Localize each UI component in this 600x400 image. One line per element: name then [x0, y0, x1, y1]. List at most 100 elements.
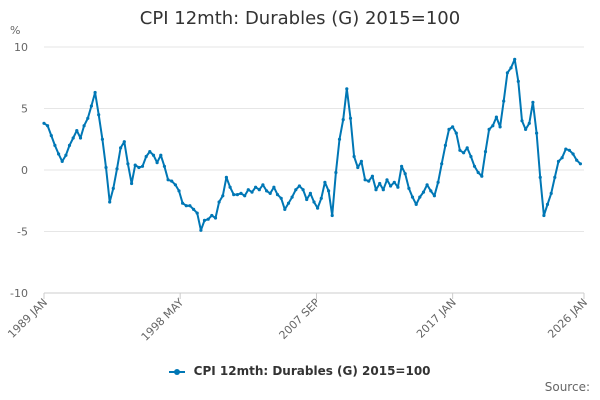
- data-point: [64, 153, 68, 157]
- data-point: [385, 178, 389, 182]
- data-point: [443, 143, 447, 147]
- data-point: [352, 154, 356, 159]
- data-point: [476, 170, 480, 175]
- data-point: [199, 228, 203, 232]
- legend-swatch: [169, 368, 186, 375]
- data-point: [502, 99, 506, 103]
- data-point: [345, 87, 349, 91]
- data-point: [480, 174, 484, 178]
- data-point: [447, 127, 451, 131]
- data-point: [235, 193, 239, 197]
- data-point: [188, 204, 192, 208]
- data-point: [265, 189, 269, 193]
- data-point: [283, 207, 287, 211]
- data-point: [42, 121, 46, 125]
- data-point: [370, 174, 374, 178]
- chart-title: CPI 12mth: Durables (G) 2015=100: [139, 8, 461, 29]
- data-point: [491, 124, 495, 128]
- data-point: [465, 146, 469, 150]
- data-point: [316, 206, 320, 210]
- legend-label: CPI 12mth: Durables (G) 2015=100: [193, 364, 431, 378]
- data-point: [410, 195, 415, 199]
- data-point: [192, 207, 196, 211]
- data-point: [425, 183, 429, 187]
- x-tick-label: 2007 SEP: [277, 296, 323, 342]
- data-point: [403, 172, 407, 176]
- data-point: [162, 164, 166, 168]
- data-point: [392, 180, 396, 184]
- data-point: [356, 165, 360, 170]
- data-point: [57, 152, 61, 156]
- data-point: [75, 129, 79, 133]
- data-point: [556, 159, 561, 163]
- legend[interactable]: CPI 12mth: Durables (G) 2015=100: [0, 364, 600, 378]
- data-point: [46, 124, 50, 128]
- data-point: [334, 170, 338, 175]
- data-point: [108, 200, 112, 204]
- data-point: [396, 185, 400, 189]
- data-point: [348, 116, 353, 120]
- data-point: [527, 121, 531, 125]
- data-point: [71, 136, 75, 140]
- data-point: [257, 188, 261, 192]
- data-point: [170, 179, 174, 183]
- y-axis-unit-label: %: [10, 24, 21, 37]
- data-point: [462, 151, 466, 155]
- data-point: [454, 131, 458, 135]
- data-point: [151, 153, 156, 157]
- data-point: [224, 175, 228, 179]
- y-tick-label: 10: [14, 41, 28, 54]
- data-point: [571, 152, 575, 156]
- data-point: [93, 90, 97, 95]
- data-point: [210, 213, 214, 218]
- data-point: [305, 197, 309, 202]
- data-point: [206, 217, 210, 221]
- data-point: [184, 204, 188, 208]
- data-point: [374, 188, 378, 192]
- data-point: [228, 185, 232, 189]
- data-point: [261, 183, 265, 187]
- data-point: [82, 124, 86, 128]
- source-label: Source:: [544, 380, 590, 394]
- data-point: [250, 190, 254, 194]
- data-point: [294, 188, 298, 192]
- data-point: [407, 186, 411, 190]
- data-point: [487, 127, 491, 131]
- data-point: [119, 146, 123, 150]
- data-point: [560, 156, 564, 160]
- data-point: [166, 178, 170, 182]
- data-point: [286, 201, 291, 205]
- data-point: [319, 196, 323, 200]
- data-point: [181, 201, 185, 205]
- data-point: [254, 185, 258, 189]
- data-point: [330, 213, 334, 218]
- x-tick-label: 1989 JAN: [5, 296, 50, 341]
- x-tick-label: 2026 JAN: [545, 296, 590, 341]
- data-point: [122, 140, 126, 144]
- data-point: [323, 180, 327, 184]
- data-point: [564, 147, 568, 151]
- data-point: [567, 148, 572, 152]
- data-point: [436, 180, 440, 184]
- data-point: [483, 150, 488, 154]
- data-point: [513, 57, 517, 61]
- data-point: [115, 167, 119, 171]
- data-point: [272, 185, 276, 189]
- data-point: [429, 189, 433, 193]
- data-point: [243, 194, 247, 198]
- data-point: [144, 154, 148, 159]
- y-tick-label: 5: [21, 103, 28, 116]
- data-point: [538, 175, 542, 179]
- data-point: [67, 143, 72, 147]
- data-point: [111, 186, 115, 190]
- data-point: [213, 216, 218, 220]
- data-point: [221, 194, 225, 198]
- data-point: [494, 115, 498, 119]
- data-point: [308, 191, 312, 195]
- data-point: [432, 194, 436, 198]
- data-point: [173, 183, 177, 187]
- data-point: [312, 200, 316, 204]
- data-point: [159, 153, 163, 157]
- data-point: [458, 148, 462, 152]
- data-point: [60, 159, 64, 163]
